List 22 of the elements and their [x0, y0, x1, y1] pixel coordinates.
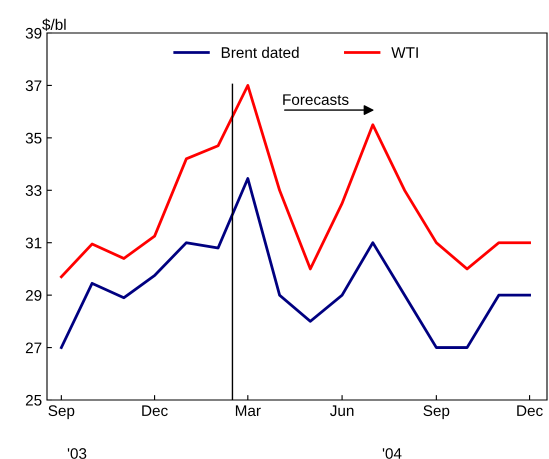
line-series [60, 84, 531, 278]
annotation: Forecasts [283, 94, 349, 105]
x-tick-label: Sep [423, 405, 450, 420]
y-tick-label: 39 [26, 28, 42, 39]
x-tick-label: Dec [517, 405, 543, 416]
text: '03 [68, 448, 86, 459]
x-tick-label: Jun [330, 405, 354, 416]
x-tick-label: Dec [142, 405, 168, 416]
legend-label: WTI [391, 47, 418, 58]
y-tick-label: 37 [26, 80, 42, 92]
line-series [60, 177, 531, 349]
y-axis-title: $/bl [42, 18, 66, 31]
y-tick-label: 25 [26, 394, 42, 406]
y-tick-label: 31 [26, 238, 42, 248]
y-tick-label: 35 [26, 132, 42, 144]
legend-label: Brent dated [222, 46, 299, 58]
x-tick-label: Sep [48, 405, 74, 420]
x-tick-label: Mar [236, 405, 261, 416]
y-tick-label: 33 [26, 185, 42, 196]
y-tick-label: 27 [26, 342, 42, 354]
y-tick-label: 29 [26, 290, 42, 301]
text: '04 [382, 448, 402, 459]
